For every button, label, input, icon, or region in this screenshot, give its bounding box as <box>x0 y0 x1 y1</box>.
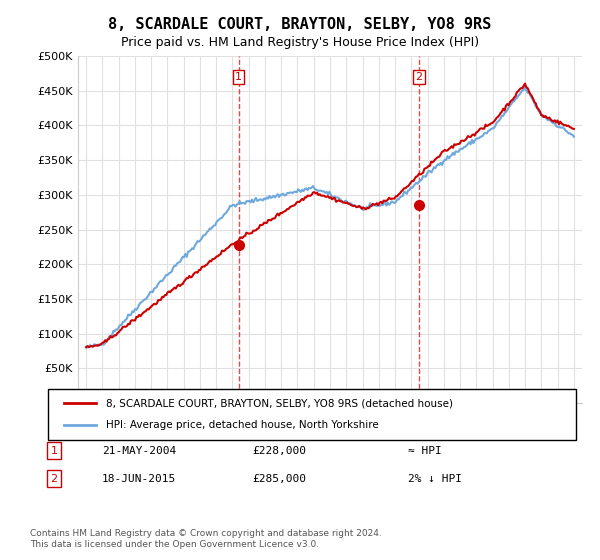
Text: 18-JUN-2015: 18-JUN-2015 <box>102 474 176 484</box>
Text: 21-MAY-2004: 21-MAY-2004 <box>102 446 176 456</box>
FancyBboxPatch shape <box>48 389 576 440</box>
Text: 2% ↓ HPI: 2% ↓ HPI <box>408 474 462 484</box>
Text: Contains HM Land Registry data © Crown copyright and database right 2024.
This d: Contains HM Land Registry data © Crown c… <box>30 529 382 549</box>
Text: 8, SCARDALE COURT, BRAYTON, SELBY, YO8 9RS: 8, SCARDALE COURT, BRAYTON, SELBY, YO8 9… <box>109 17 491 32</box>
Text: £285,000: £285,000 <box>252 474 306 484</box>
Text: £228,000: £228,000 <box>252 446 306 456</box>
Text: 2: 2 <box>415 72 422 82</box>
Text: HPI: Average price, detached house, North Yorkshire: HPI: Average price, detached house, Nort… <box>106 421 379 431</box>
Text: 1: 1 <box>50 446 58 456</box>
Text: 8, SCARDALE COURT, BRAYTON, SELBY, YO8 9RS (detached house): 8, SCARDALE COURT, BRAYTON, SELBY, YO8 9… <box>106 398 453 408</box>
Text: ≈ HPI: ≈ HPI <box>408 446 442 456</box>
Text: 2: 2 <box>50 474 58 484</box>
Text: 1: 1 <box>235 72 242 82</box>
Text: Price paid vs. HM Land Registry's House Price Index (HPI): Price paid vs. HM Land Registry's House … <box>121 36 479 49</box>
